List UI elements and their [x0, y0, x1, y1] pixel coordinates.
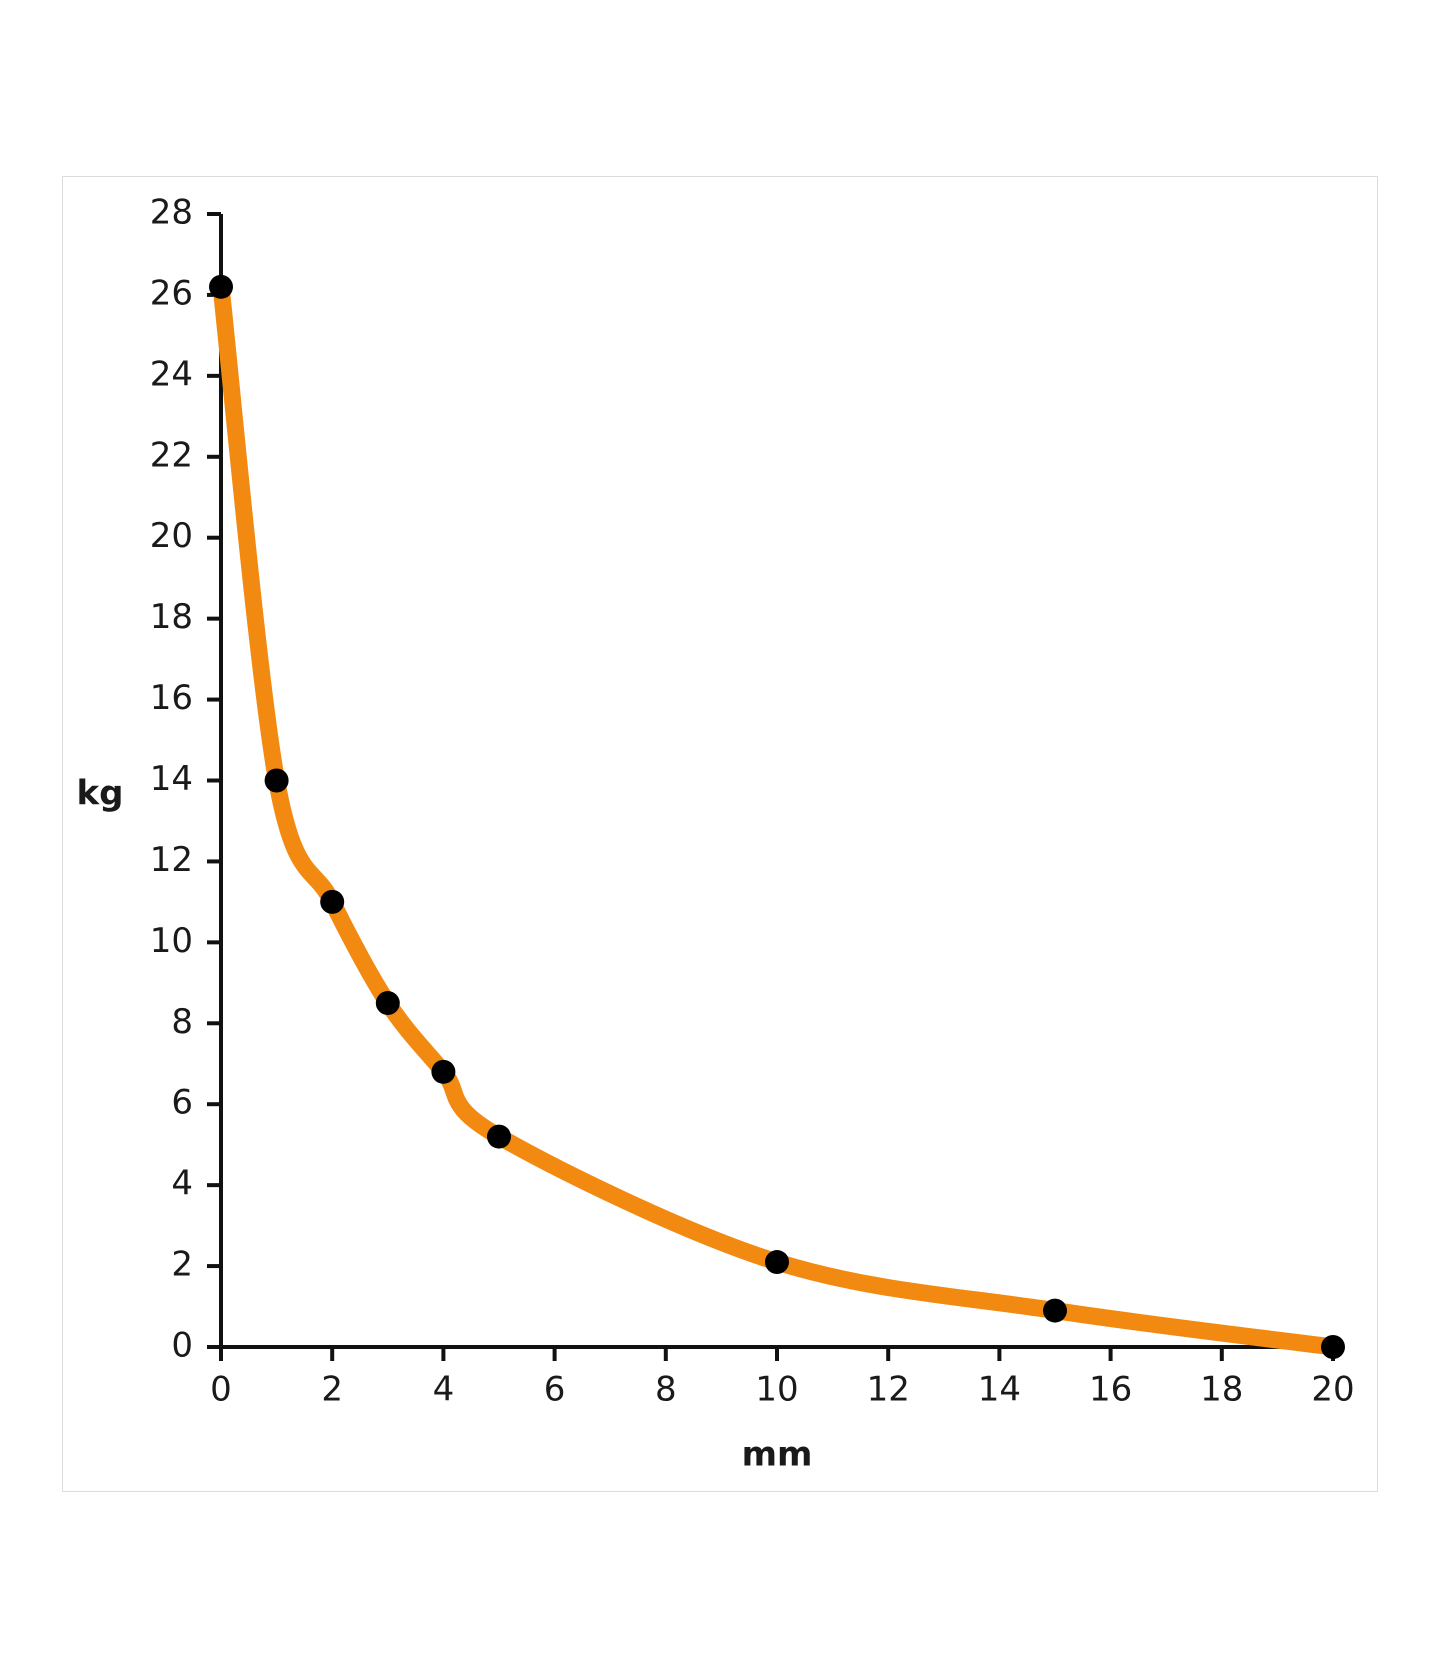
data-point: [375, 991, 400, 1016]
y-tick-label: 26: [150, 273, 193, 313]
y-tick-label: 4: [171, 1164, 193, 1204]
y-tick-label: 0: [171, 1326, 193, 1366]
y-tick-label: 14: [150, 759, 193, 799]
y-axis-title: kg: [77, 774, 124, 814]
series: [209, 274, 1345, 1359]
data-point: [1043, 1298, 1067, 1323]
x-axis: 0 2 4 6 8 10 12 14 16 18 20: [210, 1345, 1355, 1410]
x-tick-label: 8: [655, 1370, 677, 1410]
x-tick-label: 12: [867, 1370, 910, 1410]
y-tick-label: 6: [171, 1083, 193, 1123]
x-tick-label: 2: [321, 1370, 343, 1410]
data-point: [209, 274, 233, 299]
x-tick-label: 0: [210, 1370, 232, 1410]
y-tick-label: 22: [150, 435, 193, 475]
y-tick-label: 12: [150, 840, 193, 880]
y-tick-label: 18: [150, 597, 193, 637]
y-tick-label: 28: [150, 193, 193, 233]
data-point: [320, 889, 345, 914]
data-point: [1321, 1335, 1345, 1359]
y-tick-label: 20: [150, 516, 193, 556]
y-tick-label: 16: [150, 678, 193, 718]
y-tick-label: 8: [171, 1002, 193, 1042]
data-point: [487, 1124, 511, 1149]
y-tick-label: 10: [150, 921, 193, 961]
y-tick-label: 24: [150, 354, 193, 394]
data-point: [765, 1250, 789, 1275]
data-point: [431, 1059, 456, 1084]
x-tick-label: 10: [755, 1370, 798, 1410]
x-tick-label: 20: [1311, 1370, 1354, 1410]
data-point: [264, 768, 289, 793]
x-tick-label: 16: [1089, 1370, 1132, 1410]
x-axis-title: mm: [742, 1435, 813, 1475]
x-tick-label: 4: [433, 1370, 455, 1410]
series-line: [212, 278, 1342, 1356]
x-tick-label: 18: [1200, 1370, 1243, 1410]
x-tick-label: 14: [978, 1370, 1021, 1410]
y-tick-label: 2: [171, 1245, 193, 1285]
x-tick-label: 6: [544, 1370, 566, 1410]
